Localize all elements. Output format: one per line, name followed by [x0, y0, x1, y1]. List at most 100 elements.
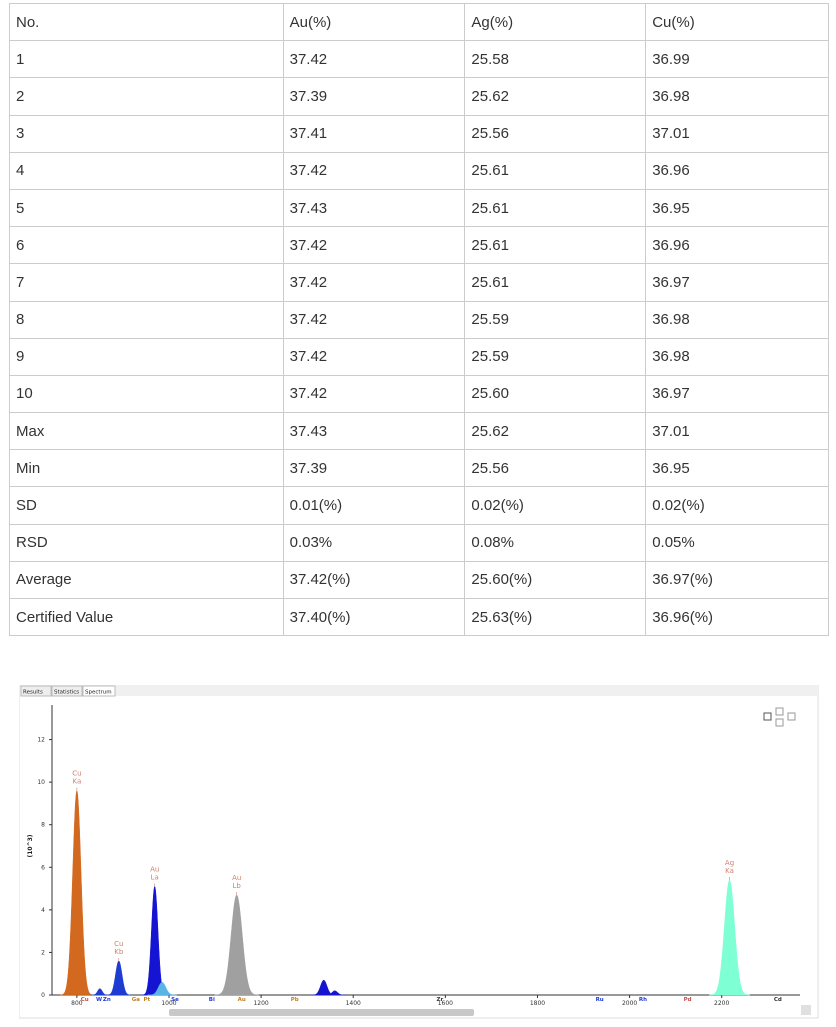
table-row: 2 37.39 25.62 36.98 [9, 77, 829, 116]
table-row: 1 37.42 25.58 36.99 [9, 40, 829, 79]
table-cell: Min [9, 449, 284, 488]
table-cell: 25.61 [464, 263, 647, 302]
table-cell: 37.42 [282, 300, 466, 339]
table-cell: 0.02(%) [645, 486, 829, 525]
table-cell: 9 [9, 337, 284, 376]
peak-label: Ka [72, 778, 81, 786]
table-cell: 36.98 [645, 77, 829, 116]
element-marker: Pd [684, 997, 692, 1003]
tab-label[interactable]: Spectrum [85, 690, 112, 696]
header-cell: Au(%) [282, 2, 466, 42]
element-marker: Cu [81, 997, 89, 1003]
table-row: 8 37.42 25.59 36.98 [9, 300, 829, 339]
header-cell: Ag(%) [464, 2, 647, 42]
table-cell: 37.39 [282, 77, 466, 116]
tab-label[interactable]: Results [23, 690, 43, 696]
table-row: Min 37.39 25.56 36.95 [9, 449, 829, 488]
table-cell: 36.97 [645, 374, 829, 414]
table-cell: 37.01 [645, 114, 829, 153]
element-marker: Zr [436, 997, 443, 1003]
spectrum-peak [709, 879, 750, 996]
table-cell: 8 [9, 300, 284, 339]
spectrum-peak [214, 894, 259, 996]
table-cell: 36.99 [645, 40, 829, 79]
table-cell: 25.59 [464, 300, 647, 339]
table-cell: 25.61 [464, 188, 647, 228]
table-cell: 37.01 [645, 412, 829, 451]
table-cell: 25.61 [464, 151, 647, 190]
peak-label: Ka [725, 867, 734, 875]
y-tick-label: 12 [37, 737, 45, 744]
table-row: 7 37.42 25.61 36.97 [9, 263, 829, 302]
table-cell: RSD [9, 523, 284, 562]
table-cell: 37.42 [282, 263, 466, 302]
table-cell: 37.39 [282, 449, 466, 488]
table-cell: 0.01(%) [282, 486, 466, 525]
spectrum-peak [323, 990, 346, 996]
element-marker: Au [238, 997, 246, 1003]
x-tick-label: 800 [71, 1000, 83, 1007]
table-cell: 25.60(%) [464, 560, 647, 600]
table-row: Certified Value 37.40(%) 25.63(%) 36.96(%) [9, 597, 829, 637]
table-cell: 0.03% [282, 523, 466, 562]
table-row: 10 37.42 25.60 36.97 [9, 374, 829, 414]
nav-button[interactable] [787, 712, 796, 721]
table-cell: 7 [9, 263, 284, 302]
table-cell: 36.96(%) [645, 597, 829, 637]
element-marker: Ru [596, 997, 604, 1003]
element-marker: W [96, 997, 102, 1003]
x-tick-label: 1200 [253, 1000, 268, 1007]
table-cell: Max [9, 412, 284, 451]
tab-label[interactable]: Statistics [54, 690, 79, 696]
peak-label: Ag [725, 859, 734, 867]
nav-button[interactable] [775, 718, 784, 727]
table-cell: 37.42 [282, 226, 466, 265]
table-cell: 37.40(%) [282, 597, 466, 637]
table-cell: 36.96 [645, 151, 829, 190]
header-row: No. Au(%) Ag(%) Cu(%) [9, 2, 829, 42]
x-tick-label: 2200 [714, 1000, 729, 1007]
element-marker: Bi [209, 997, 215, 1003]
table-cell: 1 [9, 40, 284, 79]
tab[interactable] [20, 685, 52, 697]
peak-label: Au [232, 874, 241, 882]
table-row: 9 37.42 25.59 36.98 [9, 337, 829, 376]
spectrum-peak [147, 981, 177, 996]
table-cell: 0.02(%) [464, 486, 647, 525]
x-tick-label: 1400 [346, 1000, 361, 1007]
tab[interactable] [82, 685, 116, 697]
y-tick-label: 0 [41, 992, 45, 999]
table-cell: 37.43 [282, 188, 466, 228]
y-tick-label: 6 [41, 864, 45, 871]
element-marker: Pb [291, 997, 299, 1003]
table-cell: 37.41 [282, 114, 466, 153]
element-marker: Cd [774, 997, 782, 1003]
table-row: RSD 0.03% 0.08% 0.05% [9, 523, 829, 562]
tab[interactable] [51, 685, 83, 697]
results-table: No. Au(%) Ag(%) Cu(%) 1 37.42 25.58 36.99 2 37.39… [9, 2, 829, 637]
scrollbar-thumb[interactable] [169, 1009, 474, 1016]
y-tick-label: 2 [41, 949, 45, 956]
element-marker: Rh [639, 997, 647, 1003]
table-cell: 10 [9, 374, 284, 414]
peak-label: Kb [114, 948, 124, 956]
element-marker: Pt [144, 997, 151, 1003]
table-cell: 5 [9, 188, 284, 228]
table-row: SD 0.01(%) 0.02(%) 0.02(%) [9, 486, 829, 525]
header-cell: No. [9, 2, 284, 42]
x-tick-label: 1600 [438, 1000, 453, 1007]
peak-label: La [151, 873, 159, 881]
peak-label: Lb [233, 882, 242, 890]
table-cell: 25.60 [464, 374, 647, 414]
y-unit-label: (10^3) [27, 834, 34, 857]
table-cell: 6 [9, 226, 284, 265]
peak-label: Cu [72, 770, 81, 778]
nav-button[interactable] [763, 712, 772, 721]
table-cell: 2 [9, 77, 284, 116]
element-marker: Ga [132, 997, 141, 1003]
nav-button[interactable] [775, 707, 784, 716]
spectrum-peak [60, 789, 94, 996]
spectrum-peak [105, 960, 132, 996]
element-marker: Se [171, 997, 179, 1003]
